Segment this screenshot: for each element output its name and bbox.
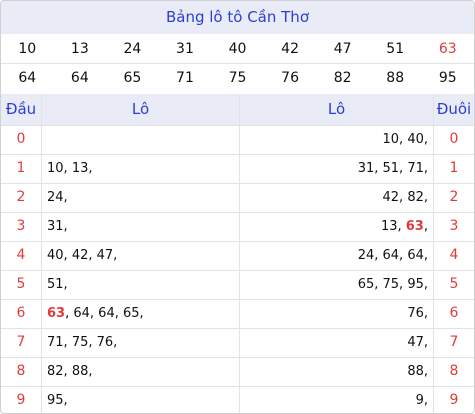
- highlighted-number: 63: [405, 219, 424, 234]
- header-lo-right: Lô: [240, 94, 433, 125]
- dau-digit: 0: [16, 131, 26, 147]
- header-dau: Đầu: [1, 94, 41, 125]
- lottery-number: 42: [281, 41, 299, 57]
- dau-digit: 5: [16, 276, 26, 292]
- duoi-values: 76,: [407, 306, 428, 321]
- duoi-values: 65, 75, 95,: [357, 277, 428, 292]
- column-divider: [239, 94, 240, 413]
- highlighted-number: 63: [47, 306, 66, 321]
- dau-values: 82, 88,: [47, 364, 93, 379]
- dau-digit: 3: [16, 218, 26, 234]
- dau-values: 40, 42, 47,: [47, 248, 118, 263]
- table-row: 2 24, 42, 82, 2: [1, 183, 474, 212]
- duoi-values: 9,: [415, 393, 428, 408]
- duoi-digit: 9: [449, 392, 459, 408]
- dau-values: 24,: [47, 190, 68, 205]
- dau-values: 10, 13,: [47, 161, 93, 176]
- dau-digit: 2: [16, 189, 26, 205]
- lottery-number: 64: [18, 70, 37, 86]
- table-row: 4 40, 42, 47, 24, 64, 64, 4: [1, 241, 474, 270]
- duoi-digit: 7: [449, 334, 459, 350]
- table-row: 5 51, 65, 75, 95, 5: [1, 270, 474, 299]
- row-divider: [1, 154, 474, 155]
- duoi-digit: 1: [449, 160, 459, 176]
- dau-digit: 1: [16, 160, 26, 176]
- duoi-values: 24, 64, 64,: [357, 248, 428, 263]
- duoi-digit: 3: [449, 218, 459, 234]
- lottery-number: 64: [70, 70, 89, 86]
- duoi-values: 88,: [407, 364, 428, 379]
- lottery-number: 24: [123, 41, 142, 57]
- table-row: 6 63, 64, 64, 65, 76, 6: [1, 299, 474, 328]
- lottery-number: 51: [386, 41, 405, 57]
- duoi-values: 13, 63,: [380, 219, 428, 234]
- duoi-values: 31, 51, 71,: [357, 161, 428, 176]
- dau-values: 71, 75, 76,: [47, 335, 118, 350]
- duoi-digit: 5: [449, 276, 459, 292]
- lottery-number: 65: [123, 70, 142, 86]
- dau-values: 31,: [47, 219, 68, 234]
- table-row: 7 71, 75, 76, 47, 7: [1, 328, 474, 357]
- dau-digit: 8: [16, 363, 26, 379]
- lottery-number: 88: [386, 70, 405, 86]
- row-divider: [1, 270, 474, 271]
- duoi-digit: 2: [449, 189, 459, 205]
- row-divider: [1, 125, 474, 126]
- lottery-number: 82: [333, 70, 352, 86]
- row-divider: [1, 328, 474, 329]
- lottery-number: 47: [333, 41, 352, 57]
- duoi-digit: 0: [449, 131, 459, 147]
- duoi-values: 10, 40,: [382, 132, 429, 147]
- row-divider: [1, 299, 474, 300]
- dau-values: 63, 64, 64, 65,: [47, 306, 144, 321]
- duoi-values: 47,: [407, 335, 428, 350]
- duoi-values: 42, 82,: [382, 190, 429, 205]
- row-divider: [1, 212, 474, 213]
- lottery-number: 31: [176, 41, 194, 57]
- column-divider: [433, 94, 434, 413]
- duoi-digit: 4: [449, 247, 459, 263]
- table-row: 3 31, 13, 63, 3: [1, 212, 474, 241]
- numbers-row-2: 64 64 65 71 75 76 82 88 95: [1, 63, 474, 94]
- header-lo-left: Lô: [42, 94, 239, 125]
- dau-values: 95,: [47, 393, 68, 408]
- column-divider: [41, 94, 42, 413]
- table-row: 0 10, 40, 0: [1, 125, 474, 154]
- dau-values: 51,: [47, 277, 68, 292]
- duoi-digit: 6: [449, 305, 459, 321]
- lottery-number: 95: [438, 70, 457, 86]
- row-divider: [1, 183, 474, 184]
- lottery-number: 75: [228, 70, 247, 86]
- table-row: 9 95, 9, 9: [1, 386, 474, 413]
- duoi-digit: 8: [449, 363, 459, 379]
- lottery-number: 40: [228, 41, 247, 57]
- divider: [1, 63, 474, 64]
- lottery-number: 76: [281, 70, 299, 86]
- lottery-number: 63: [438, 41, 457, 57]
- dau-digit: 4: [16, 247, 26, 263]
- table-row: 1 10, 13, 31, 51, 71, 1: [1, 154, 474, 183]
- lottery-number: 71: [176, 70, 194, 86]
- header-duoi: Đuôi: [434, 94, 474, 125]
- table-title: Bảng lô tô Cần Thơ: [1, 1, 474, 34]
- lottery-number: 10: [18, 41, 37, 57]
- row-divider: [1, 386, 474, 387]
- row-divider: [1, 357, 474, 358]
- row-divider: [1, 241, 474, 242]
- dau-digit: 6: [16, 305, 26, 321]
- lottery-number: 13: [70, 41, 89, 57]
- numbers-row-1: 10 13 24 31 40 42 47 51 63: [1, 34, 474, 65]
- dau-digit: 9: [16, 392, 26, 408]
- dau-digit: 7: [16, 334, 26, 350]
- table-row: 8 82, 88, 88, 8: [1, 357, 474, 386]
